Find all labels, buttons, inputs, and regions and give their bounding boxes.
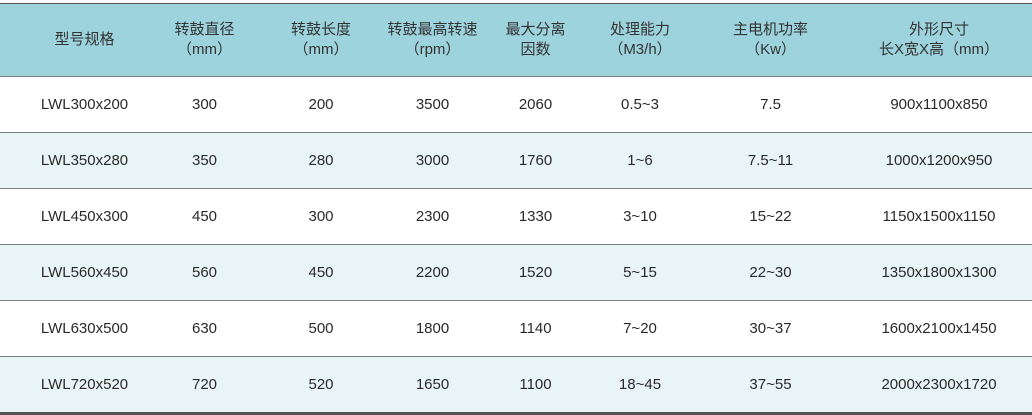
cell-model: LWL450x300 bbox=[0, 188, 146, 245]
cell-motor-power: 22~30 bbox=[695, 244, 846, 301]
header-max-speed: 转鼓最高转速 （rpm） bbox=[379, 3, 486, 77]
cell-capacity: 5~15 bbox=[585, 244, 695, 301]
header-unit: （mm） bbox=[177, 41, 232, 58]
header-row: 型号规格 转鼓直径 （mm） 转鼓长度 （mm） 转鼓最高转速 （rpm） 最大分离 因数 处理能… bbox=[0, 3, 1032, 77]
table-row: LWL300x200 300 200 3500 2060 0.5~3 7.5 900x1100… bbox=[0, 76, 1032, 133]
header-label: 最大分离 bbox=[505, 21, 566, 38]
header-label: 型号规格 bbox=[54, 31, 115, 48]
header-capacity: 处理能力 （M3/h） bbox=[585, 3, 695, 77]
cell-max-speed: 3500 bbox=[379, 76, 486, 133]
cell-separation-factor: 1140 bbox=[486, 300, 585, 357]
cell-drum-diameter: 300 bbox=[146, 76, 263, 133]
header-unit: （rpm） bbox=[404, 41, 461, 58]
cell-drum-length: 200 bbox=[263, 76, 379, 133]
header-drum-diameter: 转鼓直径 （mm） bbox=[146, 3, 263, 77]
cell-max-speed: 3000 bbox=[379, 132, 486, 189]
header-unit: （M3/h） bbox=[608, 41, 672, 58]
cell-separation-factor: 1330 bbox=[486, 188, 585, 245]
cell-motor-power: 15~22 bbox=[695, 188, 846, 245]
header-unit: （Kw） bbox=[745, 41, 796, 58]
cell-model: LWL720x520 bbox=[0, 356, 146, 414]
header-label: 处理能力 bbox=[609, 21, 670, 38]
cell-drum-diameter: 720 bbox=[146, 356, 263, 414]
cell-capacity: 7~20 bbox=[585, 300, 695, 357]
cell-motor-power: 30~37 bbox=[695, 300, 846, 357]
cell-capacity: 0.5~3 bbox=[585, 76, 695, 133]
cell-motor-power: 7.5~11 bbox=[695, 132, 846, 189]
cell-drum-length: 300 bbox=[263, 188, 379, 245]
table-row: LWL450x300 450 300 2300 1330 3~10 15~22 1150x15… bbox=[0, 188, 1032, 245]
cell-dimensions: 900x1100x850 bbox=[846, 76, 1032, 133]
header-label: 转鼓直径 bbox=[174, 21, 235, 38]
header-label: 转鼓长度 bbox=[290, 21, 351, 38]
cell-capacity: 18~45 bbox=[585, 356, 695, 414]
cell-separation-factor: 1760 bbox=[486, 132, 585, 189]
header-label: 转鼓最高转速 bbox=[387, 21, 478, 38]
cell-max-speed: 2200 bbox=[379, 244, 486, 301]
table-row: LWL630x500 630 500 1800 1140 7~20 30~37 1600x21… bbox=[0, 300, 1032, 357]
header-unit: 因数 bbox=[520, 41, 551, 58]
cell-max-speed: 1800 bbox=[379, 300, 486, 357]
cell-drum-length: 450 bbox=[263, 244, 379, 301]
cell-max-speed: 1650 bbox=[379, 356, 486, 414]
cell-model: LWL350x280 bbox=[0, 132, 146, 189]
cell-drum-diameter: 450 bbox=[146, 188, 263, 245]
cell-model: LWL630x500 bbox=[0, 300, 146, 357]
cell-drum-length: 520 bbox=[263, 356, 379, 414]
cell-dimensions: 1150x1500x1150 bbox=[846, 188, 1032, 245]
cell-separation-factor: 1100 bbox=[486, 356, 585, 414]
header-label: 主电机功率 bbox=[732, 21, 808, 38]
header-unit: 长X宽X高（mm） bbox=[878, 41, 999, 58]
cell-model: LWL560x450 bbox=[0, 244, 146, 301]
header-unit: （mm） bbox=[293, 41, 349, 58]
table-row: LWL350x280 350 280 3000 1760 1~6 7.5~11 1000x12… bbox=[0, 132, 1032, 189]
table-row: LWL720x520 720 520 1650 1100 18~45 37~55 2000x2… bbox=[0, 356, 1032, 414]
header-motor-power: 主电机功率 （Kw） bbox=[695, 3, 846, 77]
header-separation-factor: 最大分离 因数 bbox=[486, 3, 585, 77]
cell-separation-factor: 1520 bbox=[486, 244, 585, 301]
cell-max-speed: 2300 bbox=[379, 188, 486, 245]
header-drum-length: 转鼓长度 （mm） bbox=[263, 3, 379, 77]
header-model: 型号规格 bbox=[0, 3, 146, 77]
cell-drum-length: 280 bbox=[263, 132, 379, 189]
header-dimensions: 外形尺寸长X宽X高（mm） bbox=[846, 3, 1032, 77]
cell-model: LWL300x200 bbox=[0, 76, 146, 133]
cell-motor-power: 7.5 bbox=[695, 76, 846, 133]
cell-separation-factor: 2060 bbox=[486, 76, 585, 133]
spec-table: 型号规格 转鼓直径 （mm） 转鼓长度 （mm） 转鼓最高转速 （rpm） 最大分离 因数 处理能… bbox=[0, 3, 1032, 415]
cell-drum-length: 500 bbox=[263, 300, 379, 357]
cell-drum-diameter: 560 bbox=[146, 244, 263, 301]
cell-motor-power: 37~55 bbox=[695, 356, 846, 414]
table-body: LWL300x200 300 200 3500 2060 0.5~3 7.5 900x1100… bbox=[0, 76, 1032, 414]
cell-dimensions: 1000x1200x950 bbox=[846, 132, 1032, 189]
table-row: LWL560x450 560 450 2200 1520 5~15 22~30 1350x18… bbox=[0, 244, 1032, 301]
cell-dimensions: 2000x2300x1720 bbox=[846, 356, 1032, 414]
cell-drum-diameter: 350 bbox=[146, 132, 263, 189]
cell-capacity: 1~6 bbox=[585, 132, 695, 189]
header-label: 外形尺寸 bbox=[908, 21, 969, 38]
cell-dimensions: 1350x1800x1300 bbox=[846, 244, 1032, 301]
cell-drum-diameter: 630 bbox=[146, 300, 263, 357]
cell-dimensions: 1600x2100x1450 bbox=[846, 300, 1032, 357]
cell-capacity: 3~10 bbox=[585, 188, 695, 245]
